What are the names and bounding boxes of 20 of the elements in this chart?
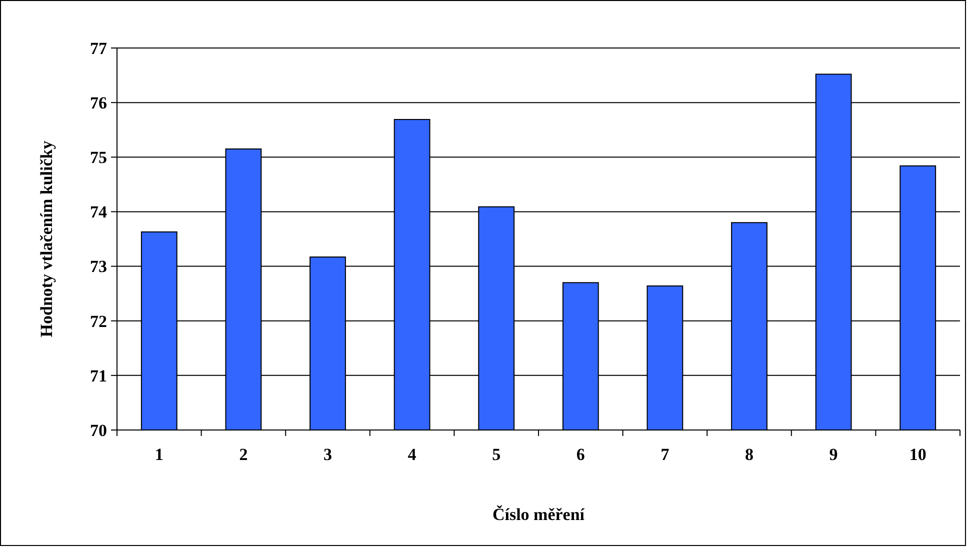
x-tick-label: 10 xyxy=(909,445,926,464)
y-tick-label: 76 xyxy=(90,94,107,113)
x-axis-title: Číslo měření xyxy=(492,505,585,524)
x-tick-label: 2 xyxy=(239,445,248,464)
x-tick-label: 8 xyxy=(745,445,754,464)
y-tick-label: 70 xyxy=(90,420,107,440)
x-tick-label: 6 xyxy=(576,445,585,464)
x-tick-label: 5 xyxy=(492,445,501,464)
x-tick-label: 9 xyxy=(829,445,838,464)
y-tick-label: 74 xyxy=(90,202,108,222)
y-tick-label: 73 xyxy=(90,257,107,276)
y-tick-label: 71 xyxy=(90,366,107,386)
y-tick-label: 77 xyxy=(90,38,108,58)
y-axis-title: Hodnoty vtlačením kuličky xyxy=(37,140,56,338)
y-tick-label: 75 xyxy=(90,148,107,168)
y-tick-label: 72 xyxy=(90,312,107,331)
x-tick-label: 1 xyxy=(154,445,164,464)
x-tick-label: 3 xyxy=(324,445,332,464)
x-tick-label: 4 xyxy=(408,445,417,464)
x-tick-label: 7 xyxy=(660,445,670,464)
